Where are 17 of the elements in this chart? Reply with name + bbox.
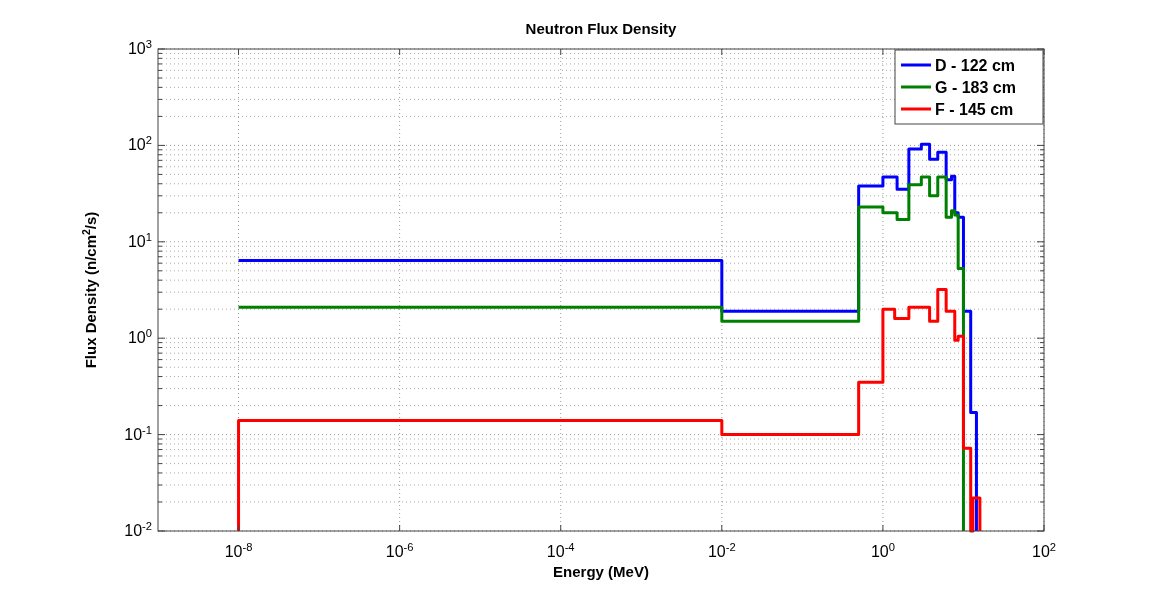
y-tick-label: 10$^{2}$ <box>127 134 152 154</box>
x-tick-label: 10$^{-6}$ <box>385 541 414 560</box>
y-tick-label: 10$^{-2}$ <box>124 520 152 539</box>
y-tick-label: 10$^{3}$ <box>127 38 152 57</box>
y-tick-label: 10$^{0}$ <box>127 327 152 347</box>
x-tick-label: 10$^{2}$ <box>1031 541 1057 560</box>
legend-label: G - 183 cm <box>935 79 1016 96</box>
legend-label: D - 122 cm <box>935 57 1016 74</box>
x-tick-label: 10$^{-8}$ <box>224 541 253 560</box>
y-tick-label: 10$^{1}$ <box>127 230 152 250</box>
chart-title: Neutron Flux Density <box>525 20 678 37</box>
x-axis-title: Energy (MeV) <box>553 563 649 580</box>
legend-label: F - 145 cm <box>935 101 1014 118</box>
x-tick-label: 10$^{-2}$ <box>707 541 736 560</box>
x-tick-label: 10$^{-4}$ <box>546 541 575 560</box>
y-tick-label: 10$^{-1}$ <box>124 423 152 443</box>
x-tick-label: 10$^{0}$ <box>870 541 895 560</box>
